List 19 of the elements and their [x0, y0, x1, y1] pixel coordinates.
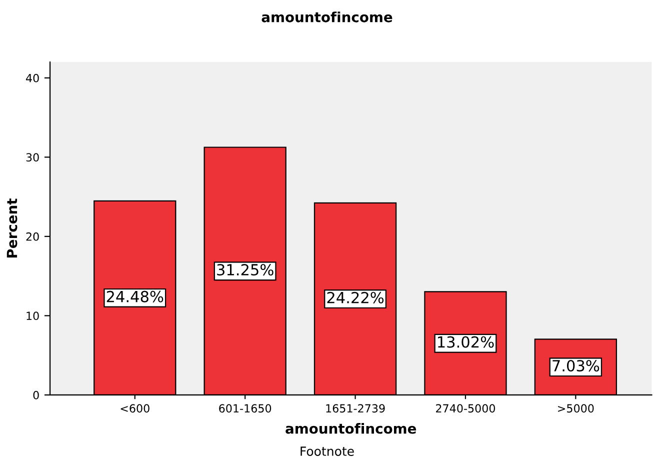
x-tick-label: >5000	[558, 404, 594, 413]
y-axis-title: Percent	[6, 198, 18, 258]
x-tick-label: 601-1650	[219, 404, 272, 413]
y-tick-label: 20	[26, 232, 39, 241]
data-label: 31.25%	[217, 264, 274, 276]
data-label: 24.48%	[106, 290, 164, 302]
y-tick-label: 30	[26, 153, 39, 162]
x-tick-label: 2740-5000	[436, 404, 496, 413]
data-label: 24.22%	[327, 292, 384, 304]
y-tick-label: 10	[26, 312, 39, 320]
y-tick-label: 0	[33, 390, 39, 400]
x-tick-label: 1651-2739	[326, 404, 385, 413]
x-tick-label: <600	[120, 404, 150, 413]
x-axis-title: amountofincome	[286, 423, 416, 434]
text: Footnote	[300, 446, 354, 456]
chart-title: amountofincome	[262, 12, 392, 22]
data-label: 13.02%	[438, 336, 494, 348]
y-tick-label: 40	[26, 74, 39, 82]
data-label: 7.03%	[552, 360, 600, 372]
